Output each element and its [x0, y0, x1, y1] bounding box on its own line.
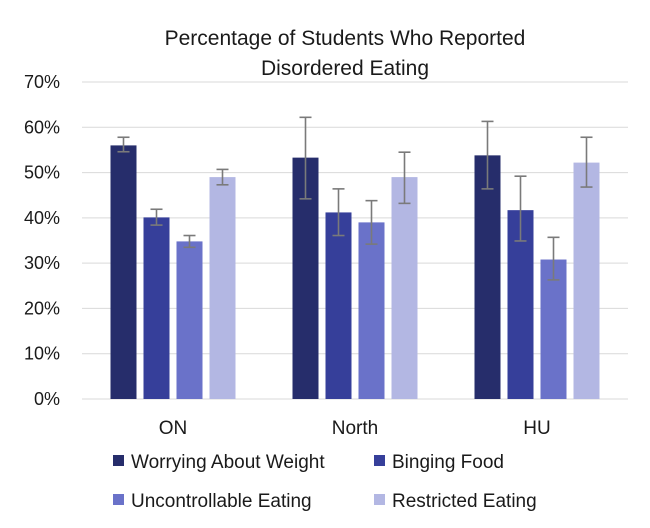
bar: [176, 241, 203, 399]
bar: [474, 155, 501, 399]
bar: [573, 162, 600, 399]
legend-label: Restricted Eating: [392, 491, 537, 512]
legend-swatch: [374, 494, 385, 505]
x-axis-categories: ON North HU: [159, 418, 551, 439]
bar: [358, 222, 385, 399]
legend-label: Uncontrollable Eating: [131, 491, 312, 512]
legend-swatch: [374, 455, 385, 466]
y-tick-label: 0%: [34, 389, 60, 409]
legend-label: Binging Food: [392, 452, 504, 473]
bars: [110, 145, 600, 399]
legend-swatch: [113, 494, 124, 505]
bar: [325, 212, 352, 399]
bar: [143, 217, 170, 399]
legend-label: Worrying About Weight: [131, 452, 325, 473]
legend-swatch: [113, 455, 124, 466]
x-category-label: ON: [159, 418, 188, 439]
y-axis-ticks: 0% 10% 20% 30% 40% 50% 60% 70%: [24, 72, 60, 409]
bar: [540, 259, 567, 399]
y-tick-label: 30%: [24, 253, 60, 273]
y-tick-label: 50%: [24, 163, 60, 183]
x-category-label: North: [332, 418, 378, 439]
y-tick-label: 70%: [24, 72, 60, 92]
x-category-label: HU: [523, 418, 550, 439]
chart-title-line-1: Percentage of Students Who Reported: [165, 27, 526, 50]
bar: [209, 177, 236, 399]
y-tick-label: 60%: [24, 117, 60, 137]
chart-title-line-2: Disordered Eating: [261, 57, 429, 80]
bar: [110, 145, 137, 399]
gridlines: [82, 81, 628, 400]
y-tick-label: 20%: [24, 298, 60, 318]
y-tick-label: 40%: [24, 208, 60, 228]
bar: [391, 177, 418, 399]
y-tick-label: 10%: [24, 344, 60, 364]
error-bars: [117, 116, 593, 281]
legend: Worrying About Weight Binging Food Uncontr…: [113, 452, 537, 512]
